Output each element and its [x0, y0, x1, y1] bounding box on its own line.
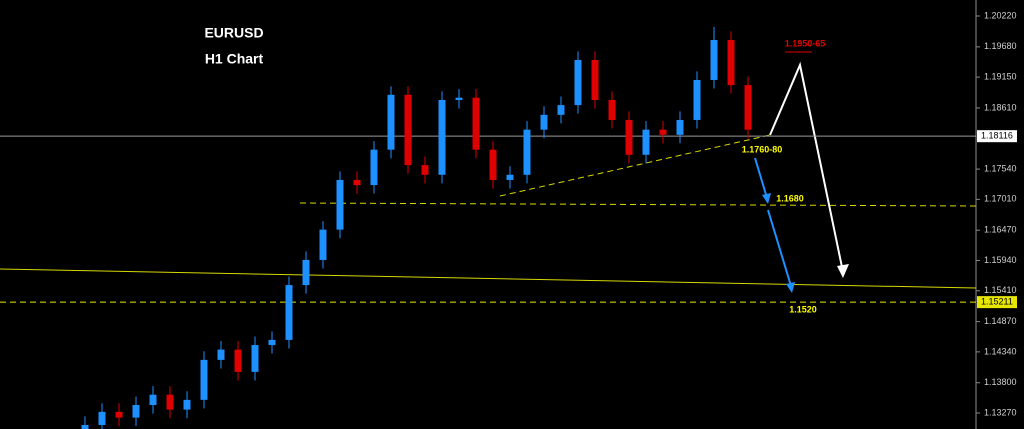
- candle-body: [268, 339, 276, 346]
- y-tick-label: 1.14870: [984, 316, 1017, 326]
- annotation: 1.1950-65: [785, 38, 826, 48]
- candle-body: [115, 411, 123, 418]
- support-line: [299, 202, 977, 207]
- candle-body: [727, 39, 735, 86]
- candle-body: [608, 99, 616, 120]
- y-tick-label: 1.19680: [984, 41, 1017, 51]
- candle-body: [183, 399, 191, 410]
- candle-body: [557, 105, 565, 115]
- chart-subtitle: H1 Chart: [205, 51, 264, 67]
- candle-body: [710, 39, 718, 80]
- arrow-head: [786, 282, 795, 293]
- y-tick-label: 1.17010: [984, 194, 1017, 204]
- chart-title: EURUSD: [204, 25, 263, 41]
- y-tick-label: 1.18610: [984, 102, 1017, 112]
- y-tick-label: 1.20220: [984, 10, 1017, 20]
- y-tick-label: 1.13270: [984, 407, 1017, 417]
- rising-trend-line: [499, 134, 771, 197]
- candle-body: [574, 59, 582, 106]
- candle-body: [200, 359, 208, 400]
- annotation: 1.1520: [789, 304, 817, 314]
- y-tick-label: 1.17540: [984, 163, 1017, 173]
- y-tick-label: 1.13800: [984, 377, 1017, 387]
- candle-body: [659, 129, 667, 135]
- arrow-head: [762, 193, 771, 204]
- candle-body: [625, 119, 633, 155]
- candle-body: [693, 79, 701, 120]
- scenario-arrow: [769, 61, 844, 273]
- candle-body: [455, 97, 463, 100]
- price-box: [977, 130, 1017, 143]
- candle-body: [489, 149, 497, 180]
- candle-body: [421, 165, 429, 175]
- candle-body: [302, 259, 310, 286]
- arrow-head: [837, 264, 849, 278]
- candle-body: [81, 425, 89, 429]
- candle-body: [251, 345, 259, 372]
- trend-line: [0, 268, 977, 289]
- candle-body: [132, 405, 140, 418]
- candle-body: [387, 94, 395, 150]
- y-tick-label: 1.15940: [984, 255, 1017, 265]
- candle-body: [353, 179, 361, 186]
- candle-body: [523, 129, 531, 175]
- candle-body: [744, 85, 752, 130]
- candle-body: [149, 394, 157, 406]
- candle-body: [166, 394, 174, 410]
- candle-body: [540, 114, 548, 130]
- candle-body: [217, 349, 225, 360]
- candle-body: [438, 99, 446, 175]
- candle-body: [336, 179, 344, 230]
- scenario-arrow-blue: [767, 209, 792, 287]
- price-box-label: 1.18116: [981, 131, 1013, 141]
- candle-body: [472, 97, 480, 150]
- annotation: 1.1680: [776, 193, 804, 203]
- candle-body: [676, 119, 684, 135]
- y-tick-label: 1.16470: [984, 225, 1017, 235]
- candle-body: [506, 174, 514, 180]
- candle-body: [404, 94, 412, 166]
- candle-body: [370, 149, 378, 186]
- y-tick-label: 1.15410: [984, 285, 1017, 295]
- candle-body: [591, 59, 599, 100]
- annotation: 1.1760-80: [742, 144, 783, 154]
- price-box: [977, 296, 1017, 309]
- candle-body: [234, 349, 242, 372]
- y-tick-label: 1.19150: [984, 71, 1017, 81]
- candle-body: [285, 285, 293, 340]
- price-box-label: 1.15211: [981, 297, 1013, 307]
- y-tick-label: 1.14340: [984, 346, 1017, 356]
- plot: [0, 26, 976, 429]
- candle-body: [319, 229, 327, 260]
- candle-body: [642, 129, 650, 155]
- scenario-arrow-blue: [754, 157, 768, 199]
- candle-body: [98, 411, 106, 426]
